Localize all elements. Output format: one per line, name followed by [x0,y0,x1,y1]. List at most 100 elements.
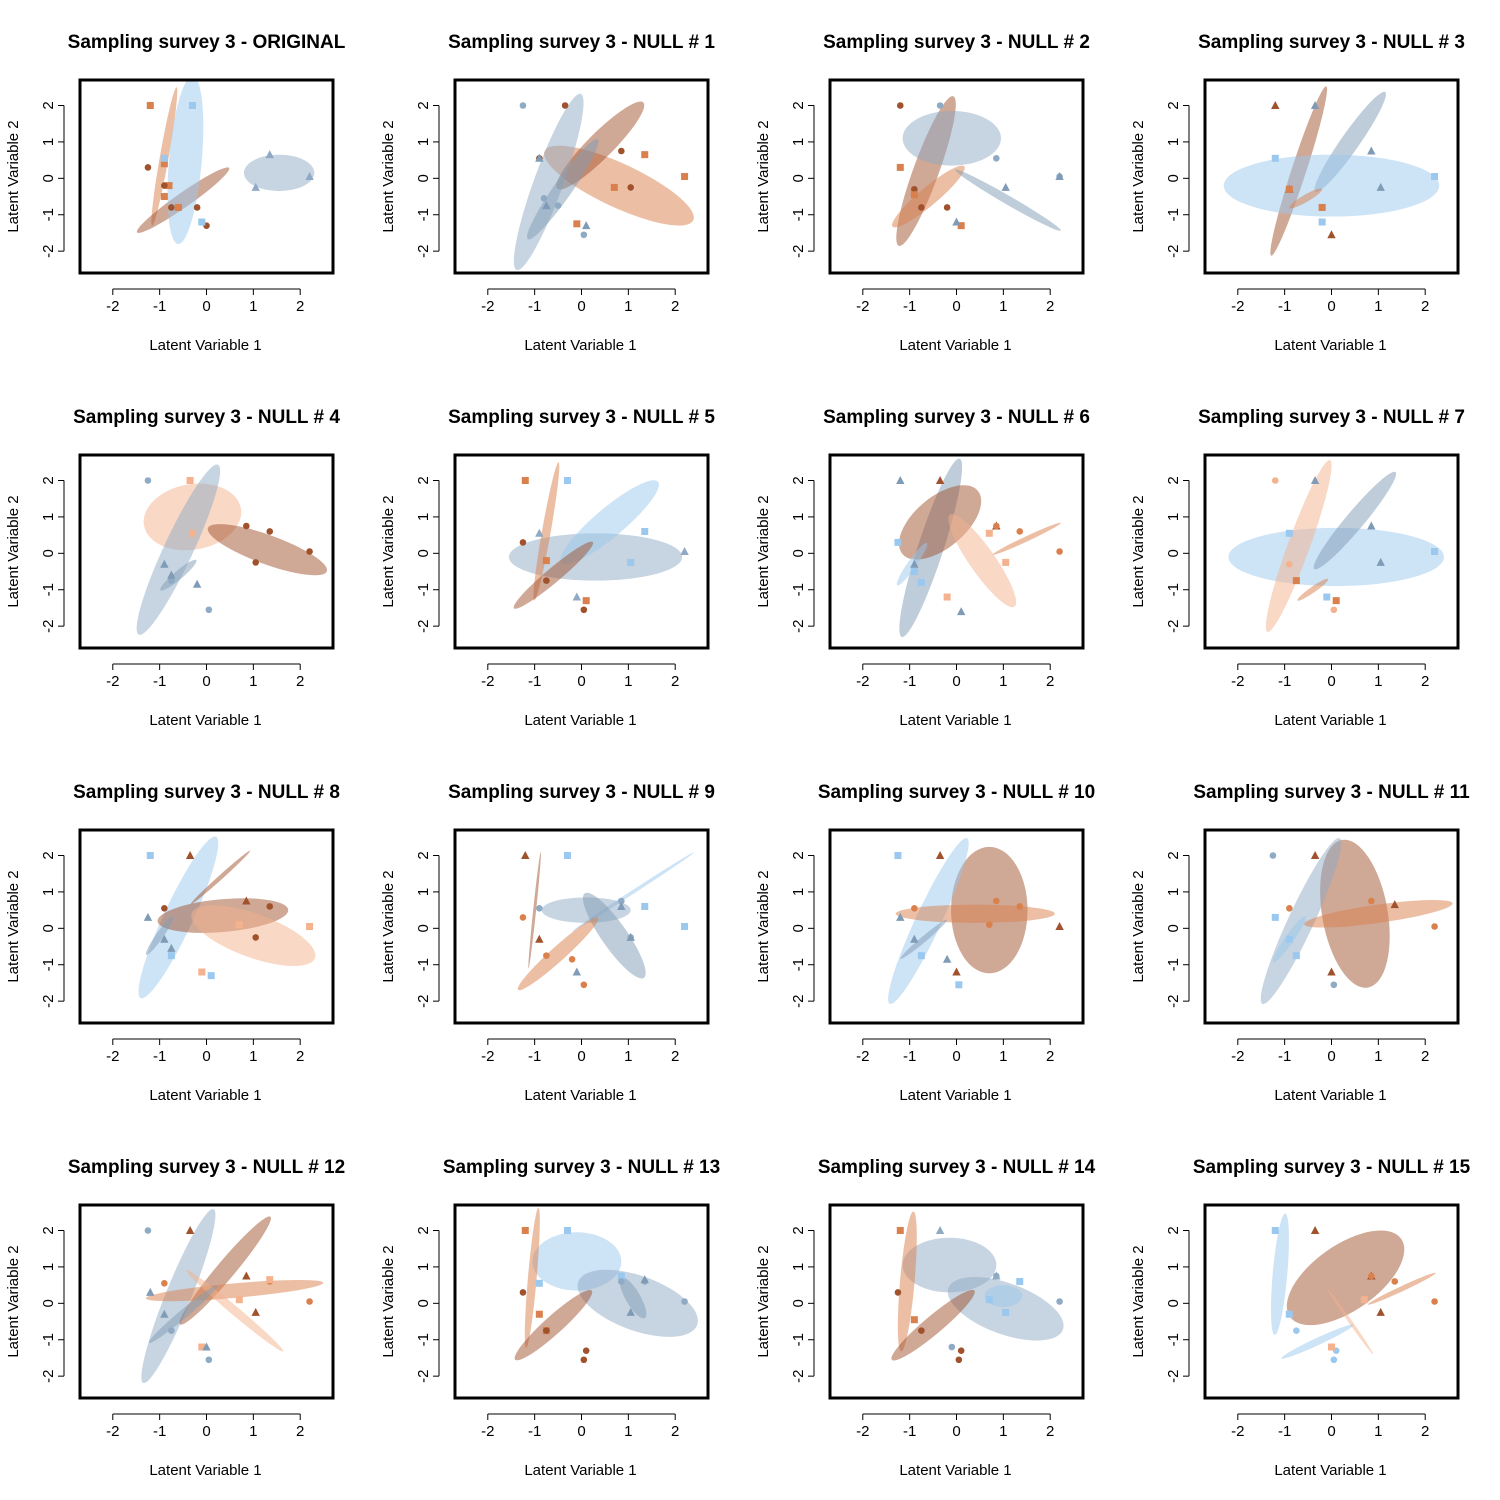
x-tick-label: 1 [624,1423,632,1440]
data-point-square [160,160,168,168]
confidence-ellipse [1304,899,1453,928]
confidence-ellipse [1289,188,1323,209]
data-point-circle [561,102,569,109]
data-point-circle [1016,903,1024,910]
data-point-triangle [956,607,966,616]
data-point-triangle [952,217,961,226]
x-tick-label: -2 [856,1048,869,1065]
y-axis-title: Latent Variable 2 [5,870,22,982]
y-tick-label: -1 [790,958,807,971]
data-point-square [943,593,951,601]
plot-area [517,850,694,991]
y-tick-label: -1 [1165,1333,1182,1346]
x-tick-label: -2 [1231,673,1244,690]
confidence-ellipse [900,919,948,959]
x-tick-label: -1 [903,673,916,690]
data-point-triangle [942,954,952,963]
confidence-ellipse [1297,578,1329,601]
data-point-triangle [146,1287,155,1296]
data-point-square [681,923,689,930]
plot-area [1228,460,1444,632]
data-point-circle [580,606,588,614]
x-tick-label: 1 [999,1048,1007,1065]
data-point-square [174,203,182,211]
y-tick-label: 2 [790,476,807,484]
y-tick-label: 0 [790,1299,807,1307]
data-point-triangle [572,967,582,976]
data-point-square [1002,558,1010,566]
data-point-triangle [1310,100,1320,109]
data-point-circle [993,522,1000,530]
confidence-ellipse [895,904,1055,923]
y-tick-label: 2 [415,476,432,484]
data-point-square [198,218,206,226]
panel-title: Sampling survey 3 - NULL # 2 [823,32,1090,53]
data-point-circle [918,204,925,211]
data-point-square [910,191,918,199]
x-tick-label: 1 [624,673,632,690]
y-tick-label: 1 [1165,888,1182,896]
data-point-circle [543,577,550,584]
data-point-circle [936,102,944,109]
confidence-ellipse [145,916,174,955]
data-point-circle [681,1298,688,1305]
confidence-ellipse [582,892,646,979]
confidence-ellipse [1265,460,1332,632]
data-point-triangle [617,901,626,910]
x-tick-label: -2 [481,673,494,690]
x-tick-label: 1 [1374,673,1382,690]
data-point-square [894,851,902,859]
x-tick-label: -2 [856,1423,869,1440]
panel-title: Sampling survey 3 - NULL # 13 [443,1157,720,1178]
y-tick-label: 1 [790,1263,807,1271]
data-point-square [1285,185,1293,193]
plot-area [892,96,1064,247]
data-point-square [681,173,689,180]
x-tick-label: -2 [106,1423,119,1440]
data-point-circle [582,1347,590,1354]
confidence-ellipse [955,169,1061,231]
x-tick-label: 2 [671,673,679,690]
panel-title: Sampling survey 3 - NULL # 6 [823,407,1090,428]
y-tick-label: -1 [40,583,57,596]
plot-area [136,464,328,635]
data-point-triangle [1327,230,1336,239]
plot-area [514,1207,698,1364]
x-tick-label: 1 [1374,298,1382,315]
data-point-triangle [535,528,544,537]
plot-frame [453,78,710,275]
data-point-square [563,476,571,484]
data-point-square [563,851,571,859]
y-axis-title: Latent Variable 2 [380,870,397,982]
confidence-ellipse [1286,1230,1405,1326]
data-point-triangle [1055,922,1064,930]
data-point-triangle [626,932,635,941]
x-axis-title: Latent Variable 1 [899,337,1011,354]
panel: Sampling survey 3 - NULL # 11 -2 -1 0 1 2 Late… [1130,782,1470,1104]
x-tick-label: -1 [1278,1048,1291,1065]
data-point-circle [1391,1278,1399,1285]
data-point-triangle [952,967,961,976]
data-point-circle [993,154,1000,162]
x-tick-label: 0 [202,673,210,690]
data-point-square [894,538,902,546]
x-tick-label: 2 [1046,673,1054,690]
x-tick-label: -1 [153,673,166,690]
data-point-circle [252,934,259,941]
data-point-square [1318,218,1326,226]
plot-area [1260,838,1453,1005]
data-point-triangle [160,559,169,568]
y-tick-label: 1 [415,138,432,146]
y-tick-label: 2 [1165,476,1182,484]
data-point-square [188,101,196,109]
y-tick-label: 2 [40,851,57,859]
data-point-square [542,557,550,565]
data-point-circle [1431,1298,1438,1305]
panel: Sampling survey 3 - NULL # 14 -2 -1 0 1 2 Late… [755,1157,1096,1479]
data-point-square [198,968,206,976]
confidence-ellipse [902,110,1002,166]
y-tick-label: 2 [1165,851,1182,859]
x-tick-label: -1 [528,1423,541,1440]
y-tick-label: -2 [1165,244,1182,257]
y-tick-label: 2 [1165,101,1182,109]
